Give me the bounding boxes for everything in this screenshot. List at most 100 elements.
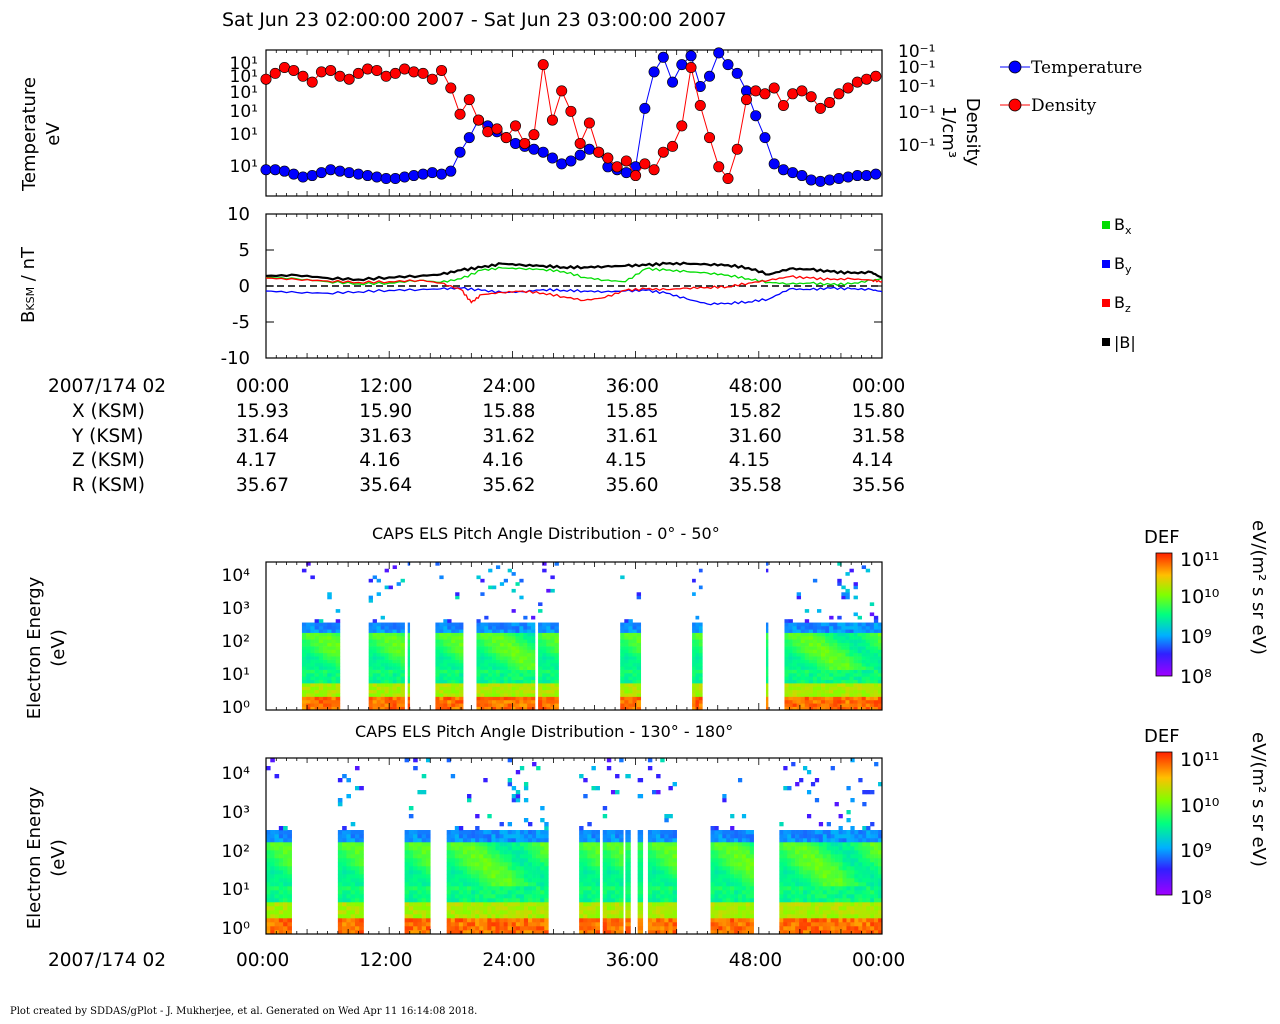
spectrogram-cell [301, 649, 307, 654]
spectrogram-cell [602, 850, 608, 855]
spectrogram-cell [656, 910, 661, 915]
spectrogram-cell [812, 625, 818, 630]
spectrogram-cell [745, 850, 751, 855]
spectrogram-cell [380, 706, 385, 711]
spectrogram-cell [443, 686, 448, 691]
spectrogram-cell [417, 842, 423, 847]
spectrogram-cell [726, 882, 731, 887]
spectrogram-cell [488, 585, 493, 590]
spectrogram-cell [765, 669, 769, 674]
spectrogram-cell [606, 842, 612, 847]
spectrogram-cell [714, 886, 719, 891]
spectrogram-cell [606, 838, 612, 843]
spectrogram-cell [833, 652, 838, 657]
spectrogram-cell [462, 894, 468, 899]
spectrogram-cell [784, 679, 789, 684]
spectrogram-cell [425, 914, 431, 919]
spectrogram-cell [554, 666, 559, 670]
spectrogram-cell [421, 858, 427, 863]
spectrogram-cell [714, 918, 719, 923]
spectrogram-cell [660, 906, 665, 911]
spectrogram-cell [467, 842, 472, 847]
spectrogram-cell [536, 834, 541, 839]
spectrogram-cell [714, 850, 719, 855]
spectrogram-cell [337, 846, 343, 851]
spectrogram-cell [495, 686, 501, 691]
spectrogram-cell [503, 683, 508, 687]
spectrogram-cell [484, 696, 489, 701]
spectrogram-cell [425, 926, 431, 931]
spectrogram-cell [310, 642, 315, 647]
spectrogram-cell [532, 838, 537, 843]
spectrogram-cell [310, 683, 315, 687]
spectrogram-cell [467, 922, 472, 927]
spectrogram-cell [519, 652, 524, 657]
spectrogram-cell [342, 774, 347, 779]
spectrogram-cell [652, 926, 657, 931]
spectrogram-cell [788, 696, 793, 701]
spectrogram-cell [531, 686, 536, 691]
spectrogram-cell [479, 882, 484, 887]
spectrogram-cell [544, 834, 549, 839]
spectrogram-cell [821, 636, 826, 640]
spectrogram-cell [359, 882, 364, 887]
spectrogram-cell [323, 622, 328, 627]
spectrogram-cell [337, 838, 343, 843]
spectrogram-cell [664, 886, 669, 891]
spectrogram-cell [359, 786, 364, 791]
spectrogram-cell [511, 588, 516, 593]
spectrogram-cell [672, 878, 677, 883]
spectrogram-cell [392, 656, 397, 660]
spectrogram-cell [542, 662, 547, 667]
spectrogram-cell [531, 703, 536, 707]
spectrogram-cell [619, 898, 624, 903]
spectrogram-cell [310, 706, 315, 711]
spectrogram-cell [806, 910, 812, 915]
spectrogram-cell [488, 639, 493, 644]
spectrogram-cell [722, 858, 727, 863]
spectrogram-cell [287, 830, 292, 835]
spectrogram-cell [368, 639, 373, 644]
spectrogram-cell [314, 686, 320, 691]
spectrogram-cell [435, 703, 440, 707]
spectrogram-cell [301, 629, 307, 633]
spectrogram-cell [376, 578, 381, 583]
spectrogram-cell [491, 906, 496, 911]
spectrogram-cell [283, 930, 288, 935]
spectrogram-cell [825, 693, 830, 697]
spectrogram-cell [849, 636, 854, 640]
spectrogram-cell [400, 629, 405, 633]
spectrogram-cell [829, 689, 834, 694]
spectrogram-cell [606, 890, 612, 895]
spectrogram-cell [400, 636, 405, 640]
spectrogram-cell [542, 568, 547, 573]
spectrogram-cell [337, 866, 343, 871]
spectrogram-cell [519, 703, 524, 707]
spectrogram-cell [841, 632, 846, 637]
spectrogram-cell [511, 649, 516, 654]
spectrogram-cell [372, 649, 377, 654]
spectrogram-cell [507, 639, 512, 644]
spectrogram-cell [388, 689, 393, 694]
spectrogram-cell [511, 922, 517, 927]
spectrogram-cell [523, 622, 528, 627]
spectrogram-cell [455, 592, 460, 596]
spectrogram-cell [624, 689, 629, 694]
spectrogram-cell [698, 693, 703, 697]
spectrogram-cell [628, 683, 633, 687]
spectrogram-cell [791, 846, 796, 851]
spectrogram-cell [804, 609, 810, 613]
spectrogram-cell [278, 922, 284, 927]
spectrogram-cell [664, 870, 669, 875]
spectrogram-cell [606, 886, 612, 891]
spectrogram-cell [668, 898, 673, 903]
spectrogram-cell [487, 926, 492, 931]
spectrogram-cell [446, 914, 452, 919]
spectrogram-cell [857, 646, 862, 650]
spectrogram-cell [714, 834, 719, 839]
spectrogram-cell [519, 632, 524, 637]
spectrogram-cell [737, 910, 743, 915]
spectrogram-cell [800, 689, 806, 694]
spectrogram-cell [808, 679, 814, 684]
spectrogram-cell [787, 874, 792, 879]
